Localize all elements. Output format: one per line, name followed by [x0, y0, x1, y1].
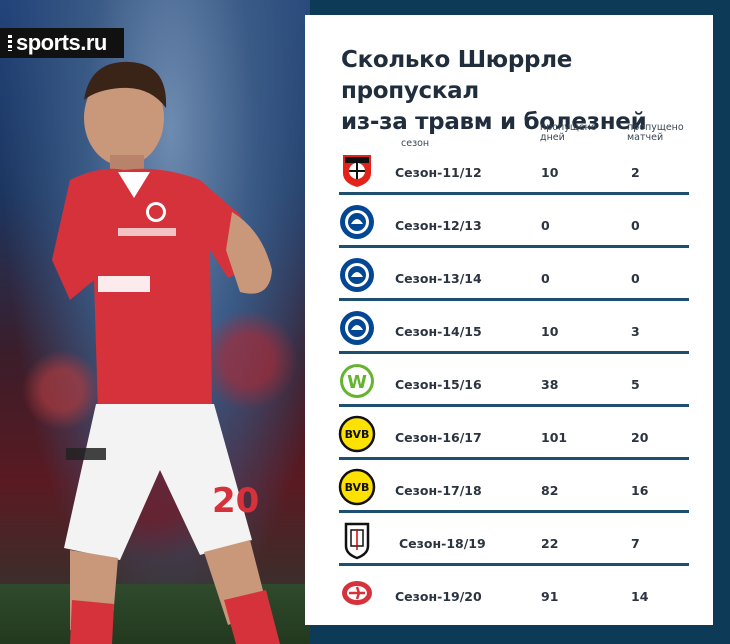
days-missed: 22	[541, 536, 559, 551]
days-missed: 82	[541, 483, 559, 498]
matches-missed: 14	[631, 589, 649, 604]
table-row: W Сезон-15/16 38 5	[335, 355, 689, 407]
sports-ru-logo[interactable]: sports.ru	[0, 28, 124, 58]
days-missed: 101	[541, 430, 568, 445]
table-row: Сезон-19/20 91 14	[335, 567, 689, 619]
svg-text:W: W	[347, 372, 367, 393]
player-illustration: 20	[52, 61, 280, 644]
days-missed: 0	[541, 271, 550, 286]
svg-text:BVB: BVB	[345, 428, 370, 441]
matches-missed: 20	[631, 430, 649, 445]
days-missed: 91	[541, 589, 559, 604]
table-row: Сезон-14/15 10 3	[335, 302, 689, 354]
page-title: Сколько Шюррле пропускал из-за травм и б…	[341, 45, 701, 138]
matches-missed: 3	[631, 324, 640, 339]
row-divider	[339, 298, 689, 301]
row-divider	[339, 192, 689, 195]
chelsea-crest-icon	[340, 258, 374, 292]
matches-missed: 2	[631, 165, 640, 180]
fulham-crest-icon	[344, 522, 370, 560]
svg-text:20: 20	[212, 481, 259, 521]
season-label: Сезон-16/17	[395, 430, 482, 445]
table-row: BVB Сезон-16/17 101 20	[335, 408, 689, 460]
chelsea-crest-icon	[340, 205, 374, 239]
row-divider	[339, 245, 689, 248]
wolfsburg-crest-icon: W	[340, 364, 374, 398]
row-divider	[339, 510, 689, 513]
column-header-days-line1: пропущено	[540, 122, 597, 133]
title-line-1: Сколько Шюррле пропускал	[341, 47, 573, 104]
season-label: Сезон-13/14	[395, 271, 482, 286]
borussia-dortmund-crest-icon: BVB	[338, 468, 376, 506]
row-divider	[339, 457, 689, 460]
days-missed: 0	[541, 218, 550, 233]
table-row: Сезон-11/12 10 2	[335, 143, 689, 195]
days-missed: 10	[541, 165, 559, 180]
table-row: BVB Сезон-17/18 82 16	[335, 461, 689, 513]
svg-text:BVB: BVB	[345, 481, 370, 494]
season-label: Сезон-19/20	[395, 589, 482, 604]
season-label: Сезон-18/19	[399, 536, 486, 551]
season-label: Сезон-15/16	[395, 377, 482, 392]
chelsea-crest-icon	[340, 311, 374, 345]
spartak-moscow-crest-icon	[342, 581, 372, 605]
season-label: Сезон-14/15	[395, 324, 482, 339]
season-label: Сезон-11/12	[395, 165, 482, 180]
stats-card: Сколько Шюррле пропускал из-за травм и б…	[305, 15, 713, 625]
column-header-matches-line1: пропущено	[627, 122, 684, 133]
column-header-matches-line2: матчей	[627, 132, 664, 143]
column-header-days: пропущено дней	[540, 123, 610, 143]
player-photo: 20	[0, 0, 310, 644]
column-header-matches: пропущено матчей	[627, 123, 697, 143]
bayer-leverkusen-crest-icon	[343, 155, 371, 187]
row-divider	[339, 351, 689, 354]
season-label: Сезон-17/18	[395, 483, 482, 498]
days-missed: 38	[541, 377, 559, 392]
logo-bars-icon	[8, 35, 12, 51]
season-label: Сезон-12/13	[395, 218, 482, 233]
matches-missed: 0	[631, 271, 640, 286]
matches-missed: 7	[631, 536, 640, 551]
matches-missed: 16	[631, 483, 649, 498]
days-missed: 10	[541, 324, 559, 339]
title-line-2: из-за травм и болезней	[341, 109, 647, 135]
matches-missed: 5	[631, 377, 640, 392]
table-row: Сезон-12/13 0 0	[335, 196, 689, 248]
logo-text: sports.ru	[16, 30, 107, 55]
table-row: Сезон-13/14 0 0	[335, 249, 689, 301]
column-header-days-line2: дней	[540, 132, 565, 143]
matches-missed: 0	[631, 218, 640, 233]
row-divider	[339, 404, 689, 407]
table-row: Сезон-18/19 22 7	[335, 514, 689, 566]
row-divider	[339, 563, 689, 566]
column-header-season: сезон	[401, 138, 430, 149]
borussia-dortmund-crest-icon: BVB	[338, 415, 376, 453]
